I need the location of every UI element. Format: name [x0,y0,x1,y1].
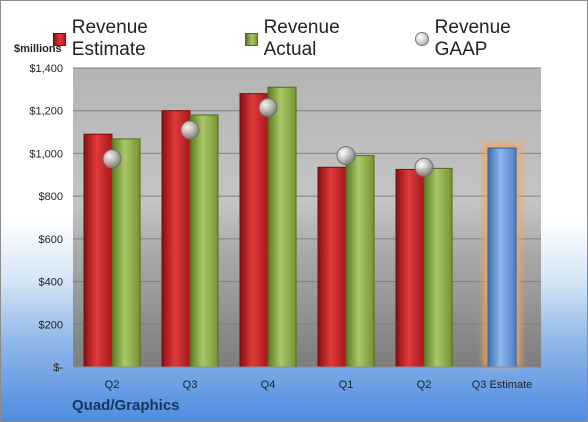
legend-label-revenue-actual: Revenue Actual [263,17,340,60]
marker-revenue-gaap [180,120,200,140]
x-tick-label: Q3 Estimate [472,379,533,391]
marker-revenue-gaap [102,149,122,169]
bar-revenue-estimate [83,133,113,368]
y-tick-label: $1,200 [29,106,63,118]
legend-swatch-revenue-actual [244,32,258,46]
marker-revenue-gaap [414,157,434,177]
bar-revenue-actual [345,155,375,368]
y-tick-label: $1,000 [29,148,63,160]
legend-marker-revenue-gaap [414,32,429,46]
bar-revenue-estimate [317,166,347,368]
x-tick-label: Q2 [417,379,432,391]
company-name: Quad/Graphics [72,397,180,414]
y-tick-label: $600 [39,234,63,246]
legend-item-revenue-actual: Revenue Actual [244,17,394,61]
x-tick-label: Q2 [105,379,120,391]
legend-item-revenue-estimate: Revenue Estimate [53,17,224,61]
legend-label-revenue-estimate: Revenue Estimate [71,17,148,60]
legend-label-revenue-gaap: Revenue GAAP [434,17,511,60]
x-tick-label: Q1 [339,379,354,391]
bar-revenue-actual [423,167,453,368]
bar-revenue-actual [189,114,219,368]
y-tick-label: $- [53,362,63,374]
marker-revenue-gaap [336,146,356,166]
y-axis-units-label: $millions [14,43,62,55]
bar-q3-estimate [487,147,517,368]
bar-revenue-estimate [395,168,425,368]
x-tick-label: Q3 [183,379,198,391]
plot-area-background [73,68,541,367]
legend-swatch-revenue-estimate [53,32,66,46]
y-tick-label: $1,400 [29,63,63,75]
marker-revenue-gaap [258,98,278,118]
bar-revenue-actual [111,138,141,368]
y-tick-label: $400 [39,277,63,289]
bar-revenue-estimate [239,93,269,368]
chart-legend: Revenue Estimate Revenue Actual Revenue … [53,17,587,61]
legend-item-revenue-gaap: Revenue GAAP [414,17,566,61]
x-tick-label: Q4 [261,379,276,391]
y-tick-label: $200 [39,319,63,331]
bar-revenue-estimate [161,110,191,368]
y-tick-label: $800 [39,191,63,203]
bar-revenue-actual [267,86,297,368]
